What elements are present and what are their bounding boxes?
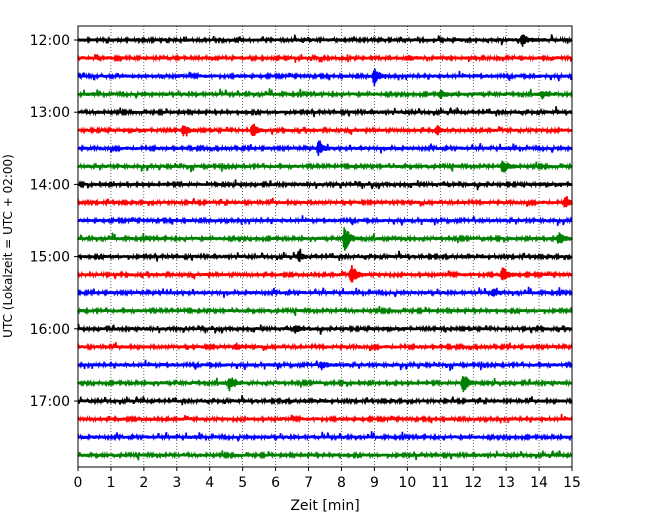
seismogram-trace-1630	[77, 359, 573, 371]
x-axis-label: Zeit [min]	[290, 498, 359, 514]
x-tick-label: 8	[337, 475, 346, 491]
x-tick-label: 4	[205, 475, 214, 491]
seismogram-trace-1300	[77, 106, 573, 118]
x-tick-label: 14	[530, 475, 548, 491]
seismogram-trace-1730	[77, 431, 573, 442]
seismogram-trace-1530	[77, 286, 573, 298]
x-tick-label: 1	[106, 475, 115, 491]
y-tick-label: 16:00	[30, 322, 70, 338]
seismogram-trace-1215	[77, 53, 573, 63]
seismogram-trace-1345	[77, 160, 573, 173]
x-tick-label: 0	[74, 475, 83, 491]
seismogram-trace-1415	[77, 196, 573, 208]
y-tick-label: 14:00	[30, 177, 70, 193]
seismogram-trace-1700	[77, 395, 573, 406]
seismogram-trace-1745	[77, 450, 573, 461]
x-tick-label: 9	[370, 475, 379, 491]
x-tick-label: 11	[431, 475, 449, 491]
y-axis-ticks: 12:00 13:00 14:00 15:00 16:00 17:00	[30, 33, 78, 410]
seismogram-trace-1315	[77, 123, 573, 137]
trace-group	[77, 34, 573, 461]
y-tick-label: 13:00	[30, 105, 70, 121]
y-tick-label: 17:00	[30, 394, 70, 410]
seismogram-trace-1330	[77, 140, 573, 156]
seismogram-trace-1400	[77, 179, 573, 191]
x-tick-label: 7	[304, 475, 313, 491]
plot-frame	[77, 25, 573, 468]
x-tick-label: 15	[563, 475, 581, 491]
y-axis-label: UTC (Lokalzeit = UTC + 02:00)	[1, 154, 15, 338]
seismogram-trace-1445	[77, 227, 573, 251]
seismogram-trace-1545	[77, 306, 573, 317]
seismogram-trace-1515	[77, 264, 573, 283]
seismogram-trace-1500	[77, 248, 573, 262]
x-tick-label: 2	[139, 475, 148, 491]
x-axis-ticks: 0 1 2 3 4 5 6 7 8 9 10 11 12 13 14 15	[74, 467, 581, 491]
seismogram-trace-1245	[77, 88, 573, 100]
y-tick-label: 12:00	[30, 33, 70, 49]
x-tick-label: 10	[398, 475, 416, 491]
seismogram-trace-1230	[77, 68, 573, 87]
x-tick-label: 6	[271, 475, 280, 491]
seismogram-trace-1615	[77, 342, 573, 352]
x-tick-label: 13	[497, 475, 515, 491]
seismogram-trace-1200	[77, 34, 573, 47]
seismogram-trace-1600	[77, 323, 573, 335]
x-tick-label: 3	[172, 475, 181, 491]
x-tick-label: 12	[464, 475, 482, 491]
seismogram-trace-1645	[77, 376, 573, 393]
x-tick-label: 5	[238, 475, 247, 491]
seismogram-trace-1715	[77, 413, 573, 424]
y-tick-label: 15:00	[30, 250, 70, 266]
seismogram-trace-1430	[77, 215, 573, 226]
